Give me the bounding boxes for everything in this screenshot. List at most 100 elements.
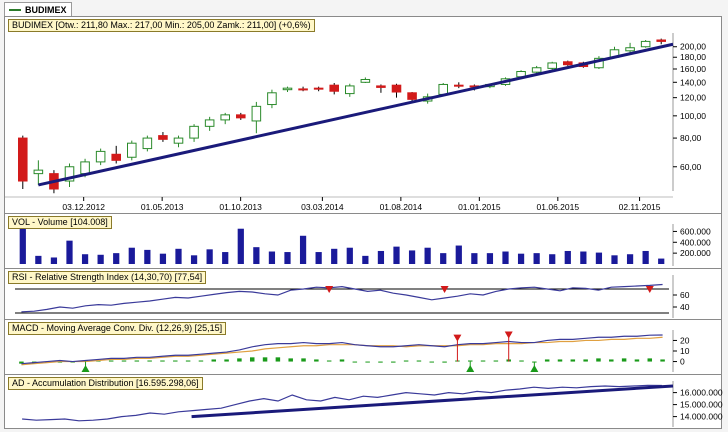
volume-bar: [393, 246, 400, 264]
y-tick-label: 200.000: [680, 248, 711, 258]
macd-histogram-bar: [544, 359, 550, 362]
y-tick-label: 0: [680, 357, 685, 367]
y-tick-label: 20: [680, 335, 690, 345]
candle-body: [236, 114, 246, 119]
candle-body: [204, 119, 215, 127]
volume-bar: [580, 251, 587, 264]
macd-histogram-bar: [352, 361, 358, 363]
macd-histogram-bar: [185, 360, 191, 362]
volume-bar: [517, 253, 525, 264]
volume-bar: [424, 247, 431, 264]
y-tick-label: 160,00: [680, 64, 706, 74]
volume-bar: [346, 247, 353, 264]
macd-panel-title: MACD - Moving Average Conv. Div. (12,26,…: [8, 322, 227, 335]
volume-bar: [237, 228, 244, 264]
macd-histogram-bar: [19, 361, 24, 364]
y-tick-label: 60,00: [680, 162, 702, 172]
candle-body: [251, 105, 262, 122]
macd-histogram-bar: [596, 358, 601, 362]
y-tick-label: 100,00: [680, 111, 706, 121]
trend-line: [38, 42, 674, 187]
candle-body: [407, 92, 417, 100]
macd-histogram-bar: [391, 361, 396, 363]
volume-bar: [299, 235, 307, 264]
candle-body: [189, 125, 199, 139]
x-tick-label: 01.10.2013: [219, 202, 262, 212]
macd-histogram-bar: [249, 357, 255, 362]
candle-body: [438, 83, 448, 95]
macd-histogram-bar: [121, 360, 127, 362]
candle-body: [142, 137, 153, 150]
volume-panel: 200.000 400.000 600.000 VOL - Volume [104.…: [4, 213, 722, 269]
volume-bar: [440, 253, 447, 264]
macd-histogram-bar: [301, 358, 306, 362]
volume-bar: [81, 254, 89, 264]
macd-histogram-bar: [275, 357, 281, 362]
volume-bar: [658, 258, 665, 264]
volume-bar: [50, 257, 58, 264]
volume-bar: [377, 250, 385, 264]
price-panel-title: BUDIMEX [Otw.: 211,80 Max.: 217,00 Min.:…: [8, 19, 315, 32]
volume-bar: [564, 250, 571, 264]
y-tick-label: 40: [680, 302, 690, 312]
rsi-panel-title: RSI - Relative Strength Index (14,30,70)…: [8, 271, 207, 284]
y-tick-label: 60: [680, 290, 690, 300]
macd-histogram-bar: [416, 360, 422, 362]
macd-line: [21, 334, 663, 365]
macd-histogram-bar: [134, 360, 140, 362]
candle-body: [80, 161, 90, 175]
x-tick-label: 01.01.2015: [458, 202, 501, 212]
volume-bar: [471, 253, 478, 264]
candle-body: [656, 39, 666, 42]
macd-buy-signal-icon: [466, 365, 475, 372]
macd-histogram-bar: [493, 360, 499, 362]
macd-histogram-bar: [403, 360, 409, 362]
ad-panel-title: AD - Accumulation Distribution [16.595.2…: [8, 377, 203, 390]
macd-histogram-bar: [609, 359, 614, 362]
rsi-line: [21, 283, 663, 313]
y-tick-label: 140,00: [680, 77, 706, 87]
macd-histogram-bar: [442, 361, 447, 363]
volume-bar: [408, 250, 416, 264]
candle-body: [267, 92, 277, 106]
macd-histogram-bar: [198, 360, 204, 362]
candle-body: [313, 87, 324, 90]
macd-histogram-bar: [519, 360, 524, 362]
candle-body: [220, 114, 230, 121]
y-tick-label: 200,00: [680, 42, 706, 52]
symbol-tab[interactable]: BUDIMEX: [4, 2, 72, 16]
candle-body: [345, 85, 355, 95]
y-tick-label: 10: [680, 346, 690, 356]
volume-bar: [611, 255, 618, 264]
x-tick-label: 03.12.2012: [62, 202, 105, 212]
macd-buy-signal-icon: [530, 365, 539, 372]
candle-body: [173, 137, 184, 144]
ad-line: [22, 384, 662, 422]
macd-histogram-bar: [262, 357, 268, 362]
macd-histogram-bar: [108, 360, 114, 362]
candle-body: [376, 85, 386, 88]
price-chart-svg: 60,00 80,00 100,00 120,00 140,00 160,00 180,00…: [5, 33, 706, 212]
macd-histogram-bar: [570, 359, 576, 362]
volume-bar: [268, 251, 276, 264]
macd-histogram-bar: [378, 361, 383, 363]
macd-histogram-bar: [480, 360, 486, 362]
volume-bar: [97, 254, 104, 264]
y-tick-label: 80,00: [680, 133, 702, 143]
volume-bar: [455, 245, 462, 264]
volume-bar: [35, 255, 42, 264]
x-tick-label: 02.11.2015: [619, 202, 661, 212]
candle-body: [64, 166, 75, 182]
candle-body: [158, 135, 168, 140]
macd-buy-signal-icon: [81, 365, 90, 372]
symbol-tab-label: BUDIMEX: [25, 4, 67, 15]
volume-bar: [113, 253, 120, 264]
macd-sell-signal-icon: [453, 334, 462, 342]
x-tick-label: 01.08.2014: [380, 202, 423, 212]
x-tick-label: 01.06.2015: [537, 202, 580, 212]
macd-histogram-bar: [365, 361, 370, 363]
macd-histogram-bar: [339, 359, 345, 362]
